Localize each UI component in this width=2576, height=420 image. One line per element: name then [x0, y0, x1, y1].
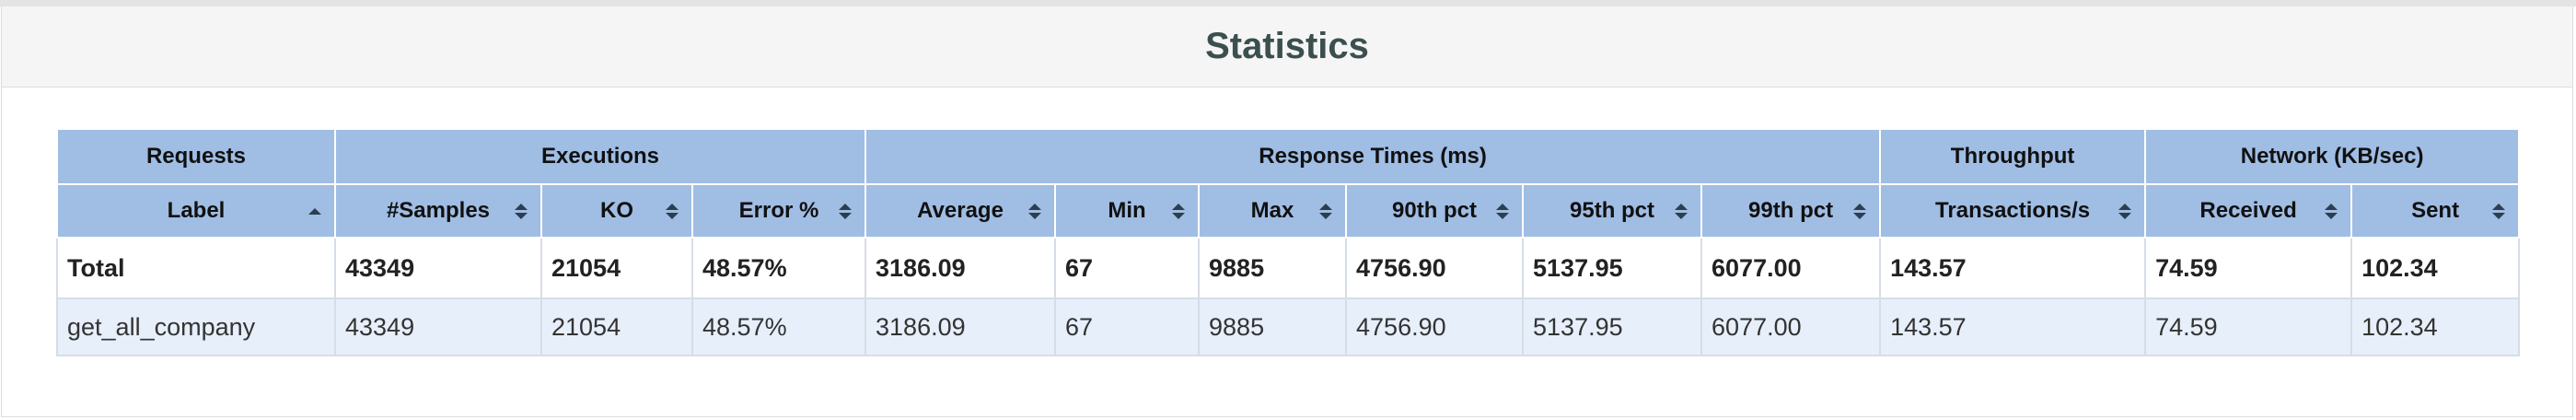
cell-ko: 21054 — [540, 298, 693, 356]
cell-sent: 102.34 — [2350, 298, 2521, 356]
column-header-label: 99th pct — [1748, 198, 1834, 223]
page-title: Statistics — [1205, 26, 1369, 66]
column-header-label: 95th pct — [1570, 198, 1655, 223]
cell-90th-pct: 4756.90 — [1345, 298, 1525, 356]
column-header-received[interactable]: Received — [2144, 183, 2353, 239]
column-header-label: Label — [167, 198, 226, 223]
cell-label: Total — [56, 237, 336, 299]
sort-both-icon — [666, 202, 679, 220]
sort-both-icon — [1853, 202, 1867, 220]
cell-received: 74.59 — [2144, 237, 2353, 299]
header-group-throughput: Throughput — [1879, 128, 2147, 185]
cell-received: 74.59 — [2144, 298, 2353, 356]
column-header-samples[interactable]: #Samples — [334, 183, 542, 239]
column-header-label: Min — [1108, 198, 1146, 223]
cell-average: 3186.09 — [864, 298, 1057, 356]
cell-transactions-s: 143.57 — [1879, 237, 2147, 299]
column-header-label: KO — [600, 198, 633, 223]
column-header-label[interactable]: Label — [56, 183, 336, 239]
header-group-response-times-ms: Response Times (ms) — [864, 128, 1882, 185]
header-column-row: Label #Samples KO Error % Average Min Max 90th … — [56, 183, 2521, 239]
cell-min: 67 — [1054, 237, 1201, 299]
column-header-transactions-s[interactable]: Transactions/s — [1879, 183, 2147, 239]
cell-99th-pct: 6077.00 — [1700, 298, 1882, 356]
cell-samples: 43349 — [334, 237, 542, 299]
cell-label: get_all_company — [56, 298, 336, 356]
column-header-min[interactable]: Min — [1054, 183, 1201, 239]
column-header-label: #Samples — [386, 198, 491, 223]
panel-heading: Statistics — [2, 6, 2572, 88]
column-header-label: Transactions/s — [1935, 198, 2091, 223]
column-header-label: Received — [2199, 198, 2297, 223]
column-header-label: Average — [917, 198, 1004, 223]
cell-sent: 102.34 — [2350, 237, 2521, 299]
cell-error: 48.57% — [690, 298, 867, 356]
column-header-99th-pct[interactable]: 99th pct — [1700, 183, 1882, 239]
header-group-requests: Requests — [56, 128, 336, 185]
top-strip — [0, 0, 2576, 6]
cell-samples: 43349 — [334, 298, 542, 356]
column-header-95th-pct[interactable]: 95th pct — [1522, 183, 1703, 239]
column-header-average[interactable]: Average — [864, 183, 1057, 239]
table-row: get_all_company 43349 21054 48.57% 3186.09 67… — [56, 298, 2521, 356]
sort-both-icon — [1172, 202, 1186, 220]
column-header-sent[interactable]: Sent — [2350, 183, 2521, 239]
statistics-table: Requests Executions Response Times (ms) Thr… — [56, 128, 2521, 356]
cell-max: 9885 — [1198, 298, 1348, 356]
cell-99th-pct: 6077.00 — [1700, 237, 1882, 299]
column-header-label: 90th pct — [1392, 198, 1478, 223]
header-group-network-kb-sec: Network (KB/sec) — [2144, 128, 2521, 185]
sort-both-icon — [2325, 202, 2338, 220]
cell-95th-pct: 5137.95 — [1522, 298, 1703, 356]
total-row: Total 43349 21054 48.57% 3186.09 67 9885 4756.9… — [56, 237, 2521, 299]
cell-ko: 21054 — [540, 237, 693, 299]
column-header-ko[interactable]: KO — [540, 183, 693, 239]
column-header-error[interactable]: Error % — [690, 183, 867, 239]
cell-error: 48.57% — [690, 237, 867, 299]
column-header-90th-pct[interactable]: 90th pct — [1345, 183, 1525, 239]
column-header-max[interactable]: Max — [1198, 183, 1348, 239]
statistics-table-container: Requests Executions Response Times (ms) Thr… — [56, 128, 2521, 356]
cell-max: 9885 — [1198, 237, 1348, 299]
header-group-row: Requests Executions Response Times (ms) Thr… — [56, 128, 2521, 185]
sort-both-icon — [1028, 202, 1042, 220]
cell-95th-pct: 5137.95 — [1522, 237, 1703, 299]
sort-both-icon — [2492, 202, 2506, 220]
cell-transactions-s: 143.57 — [1879, 298, 2147, 356]
cell-min: 67 — [1054, 298, 1201, 356]
sort-both-icon — [1675, 202, 1688, 220]
cell-90th-pct: 4756.90 — [1345, 237, 1525, 299]
table-body: Total 43349 21054 48.57% 3186.09 67 9885 4756.9… — [56, 237, 2521, 356]
sort-both-icon — [2118, 202, 2132, 220]
sort-both-icon — [1496, 202, 1510, 220]
cell-average: 3186.09 — [864, 237, 1057, 299]
sort-both-icon — [515, 202, 528, 220]
sort-ascending-icon — [308, 202, 321, 220]
column-header-label: Max — [1250, 198, 1294, 223]
sort-both-icon — [839, 202, 853, 220]
column-header-label: Error % — [738, 198, 819, 223]
column-header-label: Sent — [2411, 198, 2460, 223]
header-group-executions: Executions — [333, 128, 867, 185]
sort-both-icon — [1319, 202, 1333, 220]
